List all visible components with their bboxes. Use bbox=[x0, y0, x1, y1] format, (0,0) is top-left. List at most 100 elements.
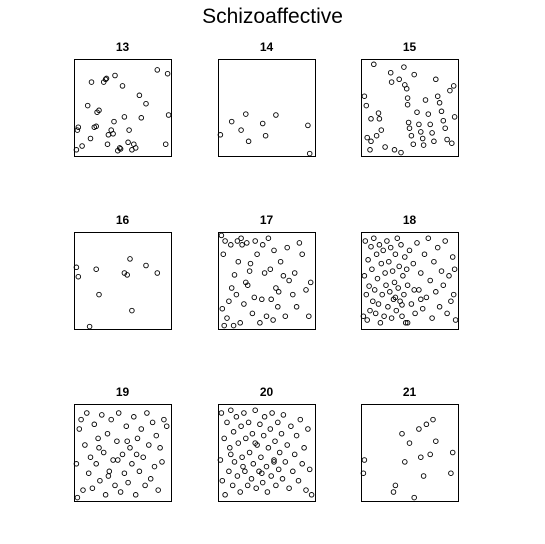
data-point bbox=[136, 468, 143, 475]
data-point bbox=[450, 83, 457, 89]
data-point bbox=[125, 139, 131, 146]
data-point bbox=[226, 298, 232, 304]
data-point bbox=[306, 313, 312, 319]
data-point bbox=[388, 79, 395, 85]
data-point bbox=[293, 432, 300, 439]
panel-title: 14 bbox=[260, 40, 274, 54]
data-point bbox=[259, 242, 266, 248]
data-point bbox=[404, 320, 411, 326]
data-point bbox=[434, 244, 441, 251]
data-point bbox=[154, 67, 161, 73]
data-point bbox=[230, 429, 237, 435]
data-point bbox=[273, 285, 279, 291]
data-point bbox=[416, 121, 422, 128]
data-point bbox=[235, 440, 242, 446]
data-point bbox=[142, 482, 148, 489]
data-point bbox=[414, 109, 420, 115]
data-point bbox=[259, 120, 266, 127]
data-point bbox=[114, 438, 120, 444]
panel-title: 21 bbox=[403, 385, 417, 399]
data-point bbox=[411, 494, 417, 501]
data-point bbox=[401, 291, 407, 298]
data-point bbox=[410, 141, 417, 147]
data-point bbox=[308, 492, 315, 498]
data-point bbox=[425, 235, 432, 241]
plot-frame bbox=[218, 404, 316, 502]
data-point bbox=[429, 130, 435, 136]
data-point bbox=[105, 132, 112, 138]
data-point bbox=[368, 116, 374, 122]
data-point bbox=[438, 108, 445, 115]
data-point bbox=[217, 132, 224, 138]
data-point bbox=[361, 457, 368, 463]
data-point bbox=[268, 296, 274, 303]
data-point bbox=[275, 419, 281, 426]
data-point bbox=[143, 262, 149, 269]
data-point bbox=[100, 449, 107, 456]
data-point bbox=[433, 438, 439, 444]
data-point bbox=[234, 238, 241, 244]
data-point bbox=[229, 482, 236, 489]
data-point bbox=[399, 302, 405, 308]
data-point bbox=[138, 426, 145, 432]
data-point bbox=[105, 473, 112, 479]
data-point bbox=[271, 459, 277, 465]
data-point bbox=[449, 254, 456, 260]
data-point bbox=[129, 307, 135, 314]
panel-grid: 13 14 15 16 17 18 19 20 21 bbox=[73, 40, 459, 502]
data-point bbox=[391, 279, 398, 286]
data-point bbox=[260, 432, 267, 439]
data-point bbox=[395, 285, 401, 291]
data-point bbox=[112, 482, 118, 489]
data-point bbox=[89, 485, 96, 491]
data-point bbox=[76, 426, 83, 432]
data-point bbox=[245, 138, 252, 145]
data-point bbox=[146, 442, 152, 448]
data-point bbox=[237, 489, 243, 495]
data-point bbox=[261, 414, 268, 420]
data-point bbox=[369, 266, 375, 272]
data-point bbox=[406, 247, 413, 254]
data-point bbox=[243, 111, 249, 117]
data-point bbox=[416, 287, 422, 293]
data-point bbox=[149, 419, 156, 426]
data-point bbox=[127, 445, 133, 451]
data-point bbox=[262, 132, 269, 139]
data-point bbox=[360, 313, 367, 319]
data-point bbox=[278, 430, 285, 437]
data-point bbox=[420, 473, 427, 479]
data-point bbox=[126, 127, 132, 133]
scatter-panel-20: 20 bbox=[217, 385, 316, 502]
data-point bbox=[233, 414, 240, 420]
data-point bbox=[411, 71, 417, 78]
data-point bbox=[391, 147, 398, 153]
data-point bbox=[124, 438, 130, 444]
data-point bbox=[377, 320, 384, 326]
data-point bbox=[429, 315, 435, 321]
figure-title: Schizoaffective bbox=[202, 5, 343, 28]
data-point bbox=[448, 298, 454, 304]
data-point bbox=[264, 489, 271, 495]
data-point bbox=[252, 440, 258, 446]
data-point bbox=[430, 416, 436, 423]
data-point bbox=[117, 489, 124, 495]
data-point bbox=[238, 127, 244, 133]
data-point bbox=[144, 410, 150, 416]
data-point bbox=[119, 83, 126, 89]
data-point bbox=[392, 482, 399, 489]
data-point bbox=[365, 257, 371, 263]
data-point bbox=[119, 451, 126, 458]
data-point bbox=[242, 468, 248, 475]
data-point bbox=[162, 141, 169, 147]
data-point bbox=[125, 479, 131, 486]
data-point bbox=[371, 287, 378, 293]
data-point bbox=[396, 76, 402, 83]
data-point bbox=[78, 416, 84, 423]
panel-title: 13 bbox=[116, 40, 130, 54]
data-point bbox=[367, 307, 373, 314]
data-point bbox=[151, 463, 158, 470]
data-point bbox=[133, 451, 140, 458]
data-point bbox=[87, 454, 94, 460]
data-point bbox=[96, 107, 102, 114]
